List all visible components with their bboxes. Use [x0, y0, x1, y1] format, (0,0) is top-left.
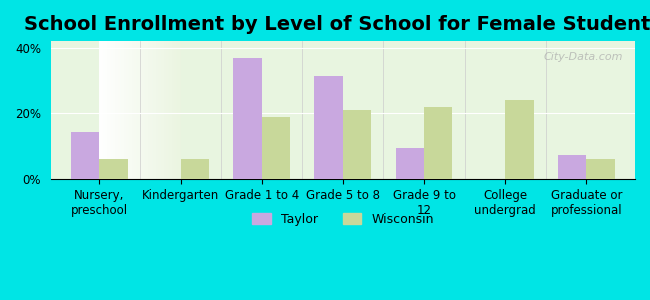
Text: City-Data.com: City-Data.com: [544, 52, 623, 62]
Title: School Enrollment by Level of School for Female Students: School Enrollment by Level of School for…: [24, 15, 650, 34]
Bar: [315, 76, 343, 179]
Bar: [71, 131, 99, 179]
Bar: [343, 110, 371, 179]
Bar: [558, 154, 586, 179]
Bar: [424, 107, 452, 179]
Legend: Taylor, Wisconsin: Taylor, Wisconsin: [247, 208, 439, 231]
Bar: [505, 100, 534, 179]
Bar: [586, 160, 615, 179]
Bar: [396, 148, 424, 179]
Bar: [262, 117, 290, 179]
Bar: [181, 160, 209, 179]
Bar: [99, 160, 128, 179]
Bar: [233, 58, 262, 179]
